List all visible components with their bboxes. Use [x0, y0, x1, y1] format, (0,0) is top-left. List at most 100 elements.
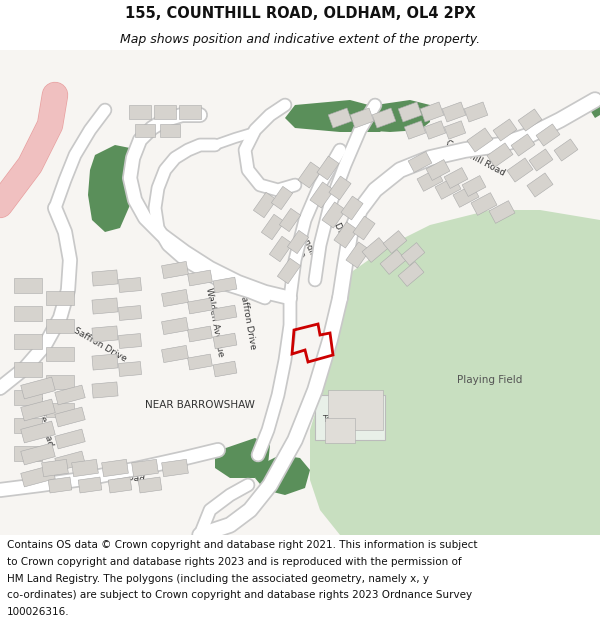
Bar — [21, 399, 55, 421]
Bar — [271, 186, 293, 209]
Bar — [420, 102, 444, 122]
Bar — [14, 389, 42, 404]
Bar — [118, 306, 142, 321]
Bar — [14, 418, 42, 432]
Bar — [14, 334, 42, 349]
Bar — [213, 333, 237, 349]
Bar — [46, 403, 74, 417]
Bar — [135, 124, 155, 136]
Bar — [161, 318, 188, 334]
Bar — [92, 298, 118, 314]
Bar — [14, 278, 42, 292]
Bar — [21, 443, 55, 465]
Text: Counthill Road: Counthill Road — [79, 466, 145, 484]
Polygon shape — [350, 100, 430, 132]
Bar — [161, 346, 188, 362]
Bar — [41, 459, 68, 477]
Bar — [511, 134, 535, 156]
Bar — [129, 105, 151, 119]
Bar — [55, 407, 85, 427]
Bar — [310, 182, 334, 208]
Bar — [277, 258, 301, 284]
Bar — [21, 465, 55, 487]
Bar — [21, 421, 55, 443]
Bar — [317, 156, 339, 180]
Bar — [464, 102, 488, 122]
Bar — [298, 162, 322, 188]
Bar — [362, 238, 388, 262]
Bar — [138, 477, 162, 493]
Text: Saffron Drive: Saffron Drive — [72, 326, 128, 364]
Bar — [46, 375, 74, 389]
Bar — [78, 477, 102, 493]
Bar — [161, 289, 188, 307]
Bar — [14, 361, 42, 376]
Bar — [213, 277, 237, 293]
Bar — [280, 208, 301, 232]
Bar — [435, 177, 461, 199]
Bar — [55, 429, 85, 449]
Bar — [328, 390, 383, 430]
Text: Counthill Road: Counthill Road — [444, 139, 506, 178]
Bar — [442, 102, 466, 122]
Polygon shape — [88, 145, 135, 232]
Polygon shape — [590, 95, 600, 118]
Bar — [179, 105, 201, 119]
Text: 155, COUNTHILL ROAD, OLDHAM, OL4 2PX: 155, COUNTHILL ROAD, OLDHAM, OL4 2PX — [125, 6, 475, 21]
Bar — [408, 152, 432, 173]
Bar — [487, 143, 513, 167]
Bar — [92, 354, 118, 370]
Bar — [154, 105, 176, 119]
Bar — [404, 121, 425, 139]
Bar — [188, 270, 212, 286]
Bar — [188, 354, 212, 370]
Bar — [529, 149, 553, 171]
Bar — [118, 334, 142, 348]
Bar — [55, 385, 85, 405]
Bar — [471, 192, 497, 216]
Bar — [380, 249, 406, 274]
Bar — [46, 347, 74, 361]
Text: Contains OS data © Crown copyright and database right 2021. This information is : Contains OS data © Crown copyright and d… — [7, 541, 478, 551]
Bar — [426, 159, 450, 181]
Bar — [401, 242, 425, 266]
Bar — [55, 451, 85, 471]
Polygon shape — [285, 100, 390, 132]
Bar — [489, 201, 515, 223]
Bar — [467, 128, 493, 152]
Bar — [160, 124, 180, 136]
Polygon shape — [310, 210, 600, 535]
Bar — [14, 446, 42, 461]
Bar — [92, 382, 118, 398]
Bar — [131, 459, 158, 477]
Bar — [46, 291, 74, 305]
Bar — [329, 176, 351, 200]
Text: Campion Drive: Campion Drive — [314, 182, 350, 248]
Bar — [493, 119, 517, 141]
Text: NEAR BARROWSHAW: NEAR BARROWSHAW — [145, 400, 255, 410]
Bar — [213, 305, 237, 321]
Bar — [71, 459, 98, 477]
Bar — [383, 231, 407, 253]
Bar — [92, 270, 118, 286]
Bar — [346, 242, 370, 268]
Bar — [424, 121, 446, 139]
Bar — [92, 326, 118, 342]
Bar — [398, 102, 422, 122]
Bar — [462, 176, 486, 196]
Text: Map shows position and indicative extent of the property.: Map shows position and indicative extent… — [120, 32, 480, 46]
Bar — [536, 124, 560, 146]
Bar — [341, 196, 363, 220]
Bar — [325, 418, 355, 442]
Polygon shape — [215, 438, 270, 478]
Bar — [527, 173, 553, 197]
Bar — [269, 236, 293, 262]
Polygon shape — [255, 455, 310, 495]
Bar — [554, 139, 578, 161]
Bar — [507, 158, 533, 182]
Bar — [262, 214, 284, 240]
Bar — [101, 459, 128, 477]
Bar — [445, 121, 466, 139]
Bar — [328, 108, 352, 128]
Bar — [188, 298, 212, 314]
